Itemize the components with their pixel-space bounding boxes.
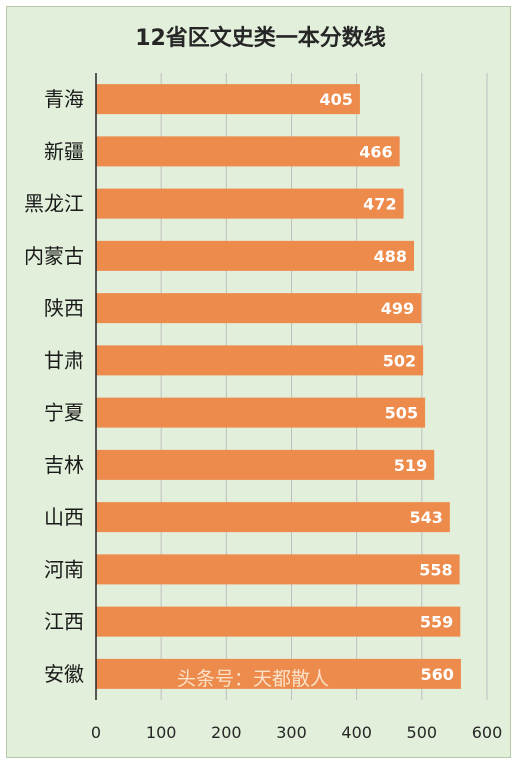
category-label: 河南: [44, 557, 84, 581]
data-label: 502: [383, 351, 416, 370]
data-label: 499: [381, 299, 414, 318]
data-label: 560: [421, 665, 454, 684]
data-label: 472: [363, 195, 396, 214]
watermark-text: 头条号：天都散人: [177, 668, 330, 690]
bar: [96, 240, 415, 271]
category-label: 吉林: [44, 453, 84, 477]
bar: [96, 449, 435, 480]
bar: [96, 188, 404, 219]
category-label: 陕西: [44, 296, 84, 320]
category-label: 新疆: [44, 139, 84, 163]
data-label: 466: [359, 142, 392, 161]
category-label: 内蒙古: [24, 244, 84, 268]
x-tick-label: 500: [407, 723, 438, 742]
x-tick-label: 100: [146, 723, 177, 742]
x-tick-label: 200: [211, 723, 242, 742]
category-label: 江西: [44, 610, 84, 634]
bar: [96, 502, 450, 533]
category-label: 黑龙江: [24, 192, 84, 216]
data-label: 559: [420, 613, 453, 632]
bar: [96, 554, 460, 585]
bar: [96, 136, 400, 167]
bar: [96, 658, 461, 689]
category-label: 山西: [44, 505, 84, 529]
bar: [96, 84, 360, 115]
data-label: 405: [320, 90, 353, 109]
x-tick-label: 400: [341, 723, 372, 742]
data-label: 519: [394, 456, 427, 475]
category-label: 青海: [44, 87, 84, 111]
bar: [96, 397, 426, 428]
category-label: 安徽: [44, 662, 84, 686]
data-label: 543: [409, 508, 442, 527]
chart-title: 12省区文史类一本分数线: [135, 26, 386, 51]
data-label: 558: [419, 560, 452, 579]
x-tick-label: 300: [276, 723, 307, 742]
bar: [96, 345, 424, 376]
data-label: 505: [385, 404, 418, 423]
x-tick-label: 0: [91, 723, 101, 742]
x-tick-label: 600: [472, 723, 503, 742]
bar: [96, 606, 461, 637]
data-label: 488: [374, 247, 407, 266]
category-label: 甘肃: [44, 348, 84, 372]
category-label: 宁夏: [44, 401, 84, 425]
bar: [96, 293, 422, 324]
